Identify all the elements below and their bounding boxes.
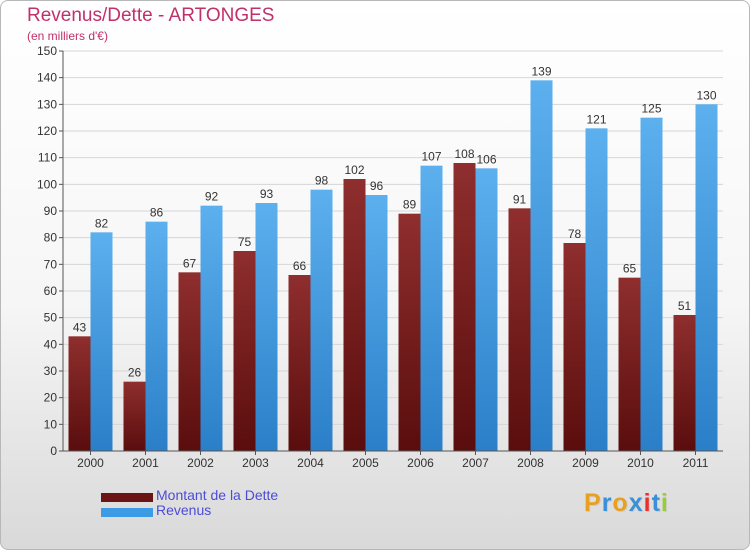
data-label-revenus: 130	[696, 88, 716, 102]
bars	[68, 80, 718, 452]
bar-revenus	[145, 221, 168, 451]
data-label-revenus: 92	[205, 190, 219, 204]
x-tick-label: 2004	[297, 456, 324, 470]
bar-revenus	[200, 205, 223, 451]
data-label-dette: 43	[73, 320, 87, 334]
bar-dette	[508, 208, 531, 451]
data-label-dette: 65	[623, 262, 637, 276]
x-tick-label: 2007	[462, 456, 489, 470]
logo-letter: r	[601, 489, 613, 517]
x-tick-label: 2008	[517, 456, 544, 470]
bar-dette	[178, 272, 201, 451]
bar-dette	[398, 213, 421, 451]
bar-revenus	[640, 117, 663, 452]
chart-title: Revenus/Dette - ARTONGES	[27, 5, 275, 26]
data-label-dette: 26	[128, 366, 142, 380]
y-tick-label: 30	[44, 364, 58, 378]
proxiti-logo: Proxiti	[584, 489, 669, 518]
y-tick-label: 130	[37, 97, 57, 111]
bar-revenus	[475, 168, 498, 452]
bar-revenus	[310, 189, 333, 451]
bar-revenus	[420, 165, 443, 451]
data-label-revenus: 139	[531, 64, 551, 78]
x-tick-label: 2005	[352, 456, 379, 470]
data-label-dette: 102	[344, 163, 364, 177]
bar-revenus	[585, 128, 608, 451]
data-label-revenus: 107	[421, 150, 441, 164]
data-labels: 43 82 26 86 67 92 75 93 66 98 102 96 89 107 108 106 91 13…	[73, 64, 717, 379]
bar-dette	[233, 251, 256, 451]
bar-dette	[673, 315, 696, 451]
y-tick-label: 100	[37, 177, 57, 191]
x-tick-label: 2006	[407, 456, 434, 470]
data-label-dette: 51	[678, 299, 692, 313]
x-tick-label: 2000	[77, 456, 104, 470]
bar-dette	[288, 275, 311, 451]
data-label-dette: 67	[183, 256, 197, 270]
y-tick-label: 110	[38, 151, 57, 165]
bar-dette	[343, 179, 366, 451]
legend-label-revenus: Revenus	[156, 502, 212, 518]
y-tick-label: 90	[44, 204, 58, 218]
data-label-dette: 89	[403, 198, 417, 212]
x-tick-label: 2001	[132, 456, 159, 470]
x-tick-label: 2002	[187, 456, 214, 470]
data-label-dette: 75	[238, 235, 252, 249]
logo-letter: i	[643, 489, 652, 517]
x-tick-label: 2010	[627, 456, 654, 470]
data-label-dette: 78	[568, 227, 582, 241]
data-label-dette: 66	[293, 259, 307, 273]
bar-revenus	[365, 195, 388, 451]
data-label-revenus: 106	[476, 152, 496, 166]
y-tick-label: 120	[37, 124, 57, 138]
data-label-revenus: 121	[586, 112, 606, 126]
bar-revenus	[255, 203, 278, 451]
data-label-revenus: 93	[260, 187, 274, 201]
data-label-revenus: 86	[150, 206, 164, 220]
y-tick-label: 60	[44, 284, 58, 298]
bar-dette	[563, 243, 586, 451]
logo-letter: t	[651, 489, 661, 517]
legend-label-dette: Montant de la Dette	[156, 487, 279, 503]
y-tick-label: 50	[44, 311, 58, 325]
logo-letter: x	[628, 489, 644, 517]
data-label-revenus: 96	[370, 179, 384, 193]
bar-dette	[618, 277, 641, 451]
grid-lines	[63, 50, 723, 425]
bar-dette	[123, 381, 146, 451]
bar-revenus	[695, 104, 718, 451]
data-label-revenus: 98	[315, 174, 329, 188]
y-tick-label: 0	[50, 444, 57, 458]
axes: 0 10 20 30 40 50 60 70 80 90 100 110 120 130 140 150 200…	[37, 44, 723, 470]
data-label-dette: 91	[513, 192, 527, 206]
logo-letter: i	[660, 489, 669, 517]
bar-dette	[453, 163, 476, 451]
y-tick-label: 140	[37, 71, 57, 85]
y-tick-label: 20	[44, 391, 58, 405]
bar-revenus	[90, 232, 113, 451]
x-tick-label: 2003	[242, 456, 269, 470]
x-tick-label: 2011	[683, 456, 709, 470]
y-tick-label: 150	[37, 44, 57, 58]
y-tick-label: 80	[44, 231, 58, 245]
legend-swatch-dette	[101, 493, 153, 502]
data-label-revenus: 82	[95, 216, 109, 230]
chart-subtitle: (en milliers d'€)	[27, 29, 108, 43]
y-tick-label: 10	[44, 417, 58, 431]
x-tick-label: 2009	[572, 456, 599, 470]
y-tick-label: 40	[44, 337, 58, 351]
logo-letter: o	[612, 489, 629, 517]
data-label-dette: 108	[454, 147, 474, 161]
bar-dette	[68, 336, 91, 451]
legend-swatch-revenus	[101, 508, 153, 517]
logo-letter: P	[584, 489, 602, 517]
data-label-revenus: 125	[641, 102, 661, 116]
y-tick-label: 70	[44, 257, 58, 271]
bar-revenus	[530, 80, 553, 451]
